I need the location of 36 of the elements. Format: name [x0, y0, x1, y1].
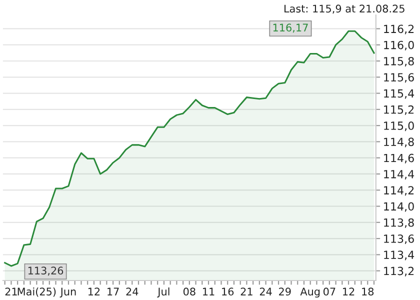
y-tick-label: 113,4	[384, 250, 414, 260]
y-tick-label: 113,8	[384, 218, 414, 228]
x-tick-label: 11	[203, 288, 214, 296]
y-tick-label: 115,6	[384, 73, 414, 83]
x-tick-label: 08	[183, 288, 196, 296]
text: Last: 115,9 at 21.08.25	[284, 4, 404, 14]
y-tick-label: 116,2	[384, 24, 414, 34]
y-tick-label: 114,2	[384, 186, 414, 196]
annotation: 113,26	[28, 266, 64, 276]
x-tick-label: Jun	[60, 288, 76, 298]
x-tick-label: 21	[5, 288, 17, 296]
y-tick-label: 116,0	[384, 40, 414, 50]
x-tick-label: 29	[279, 288, 291, 296]
x-tick-label: 18	[362, 288, 374, 296]
x-tick-label: Jul	[157, 287, 170, 298]
x-tick-label: 24	[126, 288, 138, 296]
x-tick-label: 17	[108, 288, 119, 296]
x-tick-label: Aug	[300, 288, 320, 298]
x-tick-label: 16	[222, 288, 234, 296]
y-tick-label: 115,2	[384, 105, 414, 115]
y-tick-label: 114,4	[384, 170, 414, 180]
x-tick-label: 24	[260, 288, 272, 296]
x-tick-label: Mai(25)	[18, 287, 56, 297]
y-tick-label: 113,6	[384, 234, 414, 244]
y-tick-label: 113,2	[384, 266, 414, 276]
y-tick-label: 115,0	[384, 122, 414, 132]
x-tick-label: 07	[324, 288, 336, 296]
y-tick-label: 114,0	[384, 202, 414, 212]
x-tick-label: 12	[88, 288, 100, 296]
y-tick-label: 114,6	[384, 154, 414, 164]
x-tick-label: 21	[240, 288, 252, 296]
x-tick-label: 12	[343, 288, 354, 296]
annotation: 116,17	[273, 24, 308, 33]
y-tick-label: 114,8	[384, 138, 414, 148]
y-tick-label: 115,4	[384, 89, 414, 99]
y-tick-label: 115,8	[384, 56, 414, 67]
